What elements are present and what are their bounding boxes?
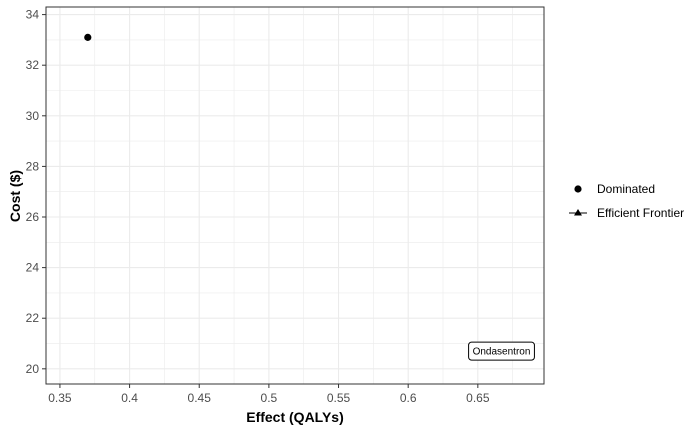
y-tick-label: 28 xyxy=(26,159,40,173)
legend-circle-icon xyxy=(574,185,582,193)
annotation-text: Ondasentron xyxy=(473,347,531,358)
grid-minor xyxy=(46,7,544,384)
y-tick-label: 32 xyxy=(26,58,40,72)
legend-triangle-icon xyxy=(574,209,582,216)
panel-border xyxy=(45,6,545,385)
y-tick-label: 34 xyxy=(26,8,40,22)
x-tick-label: 0.55 xyxy=(327,391,351,405)
x-tick-label: 0.5 xyxy=(261,391,278,405)
x-tick-label: 0.45 xyxy=(188,391,212,405)
legend: Dominated Efficient Frontier xyxy=(569,182,684,220)
x-axis: 0.35 0.4 0.45 0.5 0.55 0.6 0.65 xyxy=(48,384,490,405)
y-axis: 20 22 24 26 28 30 32 34 xyxy=(26,8,46,376)
y-axis-title: Cost ($) xyxy=(7,170,23,222)
annotation-box xyxy=(468,341,535,361)
x-axis-title: Effect (QALYs) xyxy=(246,409,344,425)
x-tick-label: 0.6 xyxy=(400,391,417,405)
annotation-label: Ondasentron xyxy=(468,341,535,361)
y-tick-label: 22 xyxy=(26,311,40,325)
x-tick-label: 0.65 xyxy=(466,391,490,405)
plot-panel xyxy=(46,7,544,384)
legend-item-efficient-frontier: Efficient Frontier xyxy=(569,206,684,220)
legend-label: Efficient Frontier xyxy=(597,206,684,220)
y-tick-label: 20 xyxy=(26,362,40,376)
legend-label: Dominated xyxy=(597,182,655,196)
x-tick-label: 0.4 xyxy=(121,391,138,405)
x-tick-label: 0.35 xyxy=(48,391,72,405)
y-tick-label: 26 xyxy=(26,210,40,224)
dominated-point xyxy=(84,33,92,41)
data-layer xyxy=(84,33,92,41)
y-tick-label: 24 xyxy=(26,261,40,275)
legend-item-dominated: Dominated xyxy=(574,182,655,196)
annotation-layer: Ondasentron xyxy=(468,341,535,361)
y-tick-label: 30 xyxy=(26,109,40,123)
grid-major xyxy=(46,7,544,384)
